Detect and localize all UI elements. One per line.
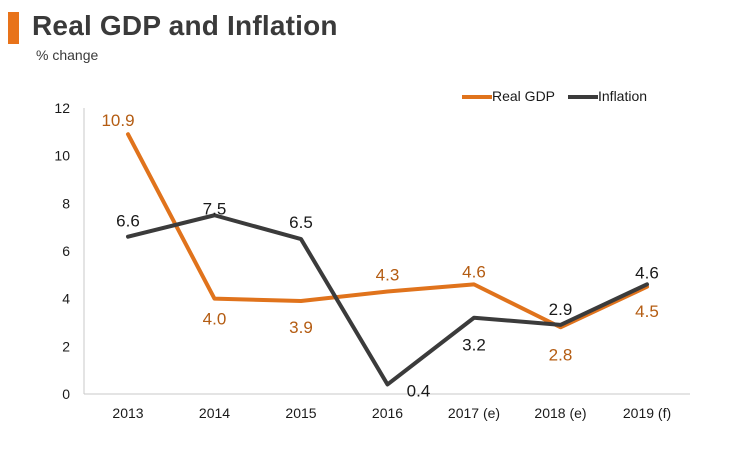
real-gdp-line [126,132,649,330]
inflation-data-label: 4.6 [635,263,659,282]
y-tick-label: 0 [62,386,70,402]
inflation-data-label: 6.5 [289,213,313,232]
inflation-data-label: 2.9 [549,300,573,319]
real-gdp-data-label: 4.6 [462,262,486,281]
real-gdp-data-label: 4.0 [203,310,227,329]
x-tick-labels: 2013 2014 2015 2016 2017 (e) 2018 (e) 2019 (f) [112,405,671,421]
y-tick-label: 8 [62,195,70,211]
x-tick-label: 2014 [199,405,230,421]
inflation-line [126,213,649,387]
x-tick-label: 2019 (f) [623,405,671,421]
real-gdp-data-label: 4.3 [376,266,400,285]
title-accent-bar [8,12,19,44]
y-tick-label: 4 [62,291,70,307]
y-tick-label: 2 [62,338,70,354]
x-tick-label: 2018 (e) [534,405,586,421]
chart-title: Real GDP and Inflation [32,10,338,41]
y-tick-label: 6 [62,243,70,259]
inflation-data-label: 0.4 [407,381,431,400]
legend-real-gdp-label: Real GDP [492,88,555,104]
inflation-data-label: 7.5 [203,199,227,218]
inflation-data-label: 3.2 [462,336,486,355]
x-tick-label: 2013 [112,405,143,421]
series-lines [126,132,649,387]
real-gdp-data-label: 4.5 [635,302,659,321]
real-gdp-data-label: 3.9 [289,318,313,337]
data-labels: 10.9 4.0 3.9 4.3 4.6 2.8 4.5 6.6 7.5 6.5 0.4 3.2 2.9… [101,111,658,400]
y-tick-labels: 0 2 4 6 8 10 12 [54,100,70,402]
legend: Real GDP Inflation [462,88,647,104]
y-tick-label: 12 [54,100,70,116]
chart-subtitle: % change [36,47,99,63]
x-tick-label: 2016 [372,405,403,421]
x-tick-label: 2017 (e) [448,405,500,421]
real-gdp-data-label: 2.8 [549,345,573,364]
legend-inflation-label: Inflation [598,88,647,104]
y-tick-label: 10 [54,148,70,164]
x-tick-label: 2015 [285,405,316,421]
inflation-data-label: 6.6 [116,212,140,231]
real-gdp-data-label: 10.9 [101,111,134,130]
